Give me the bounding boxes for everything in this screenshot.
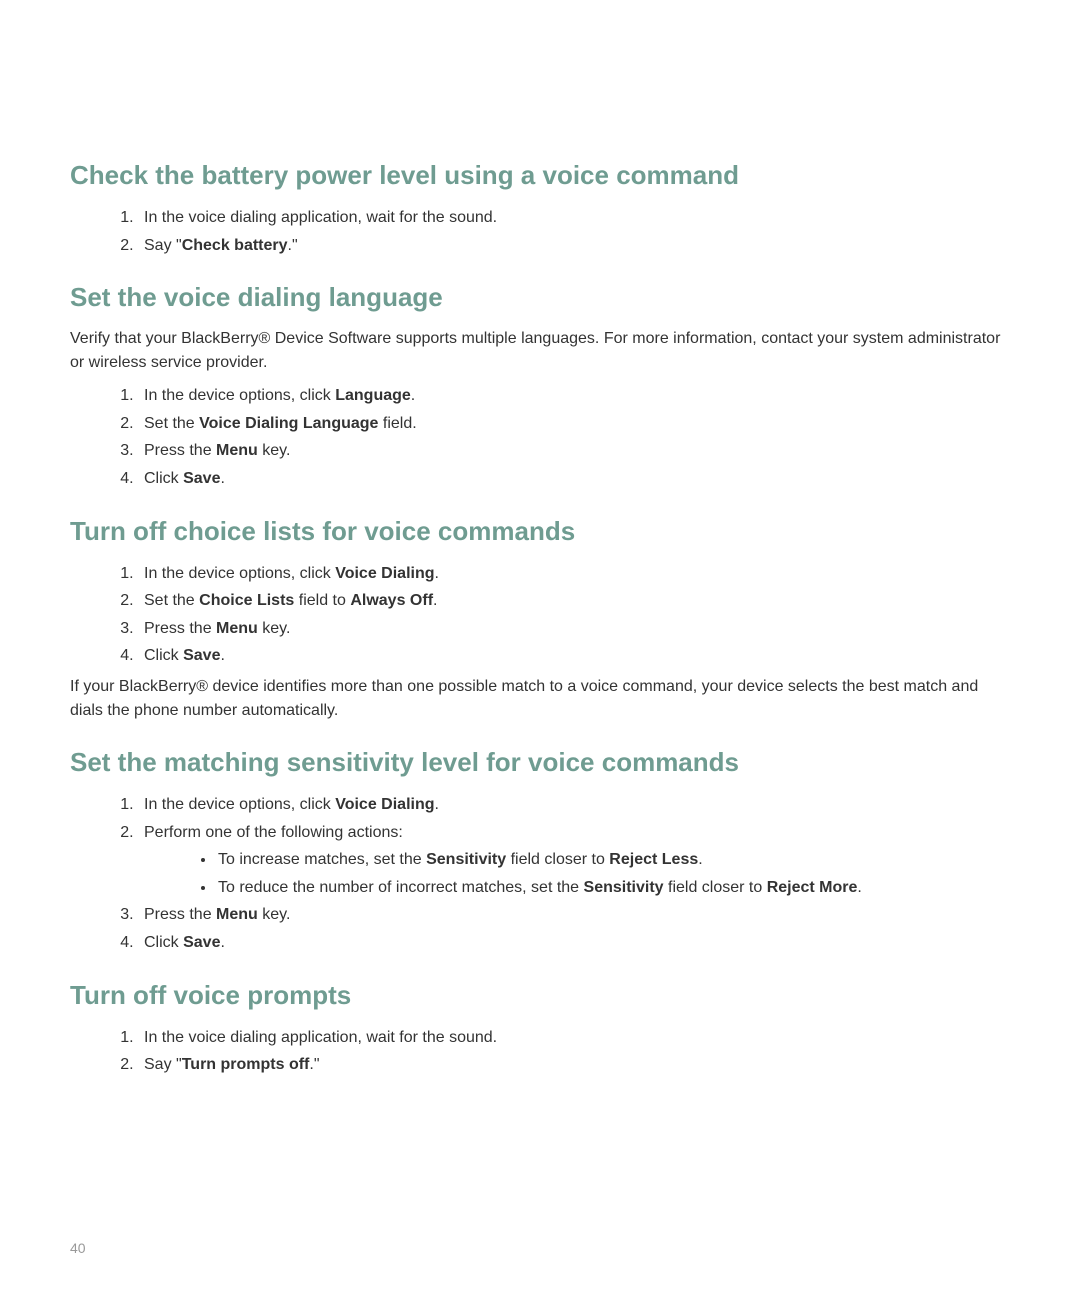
list-item: In the device options, click Language. [138,383,1010,409]
list-item: Say "Check battery." [138,233,1010,259]
ordered-list: In the voice dialing application, wait f… [70,205,1010,258]
ordered-list: In the voice dialing application, wait f… [70,1025,1010,1078]
list-item: Click Save. [138,643,1010,669]
list-item: Click Save. [138,930,1010,956]
section-heading: Turn off voice prompts [70,980,1010,1011]
list-item: In the voice dialing application, wait f… [138,205,1010,231]
list-item: In the voice dialing application, wait f… [138,1025,1010,1051]
ordered-list: In the device options, click Language. S… [70,383,1010,491]
section-heading: Set the voice dialing language [70,282,1010,313]
section-heading: Check the battery power level using a vo… [70,160,1010,191]
ordered-list: In the device options, click Voice Diali… [70,792,1010,956]
paragraph: If your BlackBerry® device identifies mo… [70,675,1010,723]
list-item: Set the Choice Lists field to Always Off… [138,588,1010,614]
list-item: Press the Menu key. [138,438,1010,464]
page-number: 40 [70,1240,86,1256]
list-item: Press the Menu key. [138,902,1010,928]
list-item: In the device options, click Voice Diali… [138,792,1010,818]
ordered-list: In the device options, click Voice Diali… [70,561,1010,669]
list-item: Perform one of the following actions: To… [138,820,1010,901]
list-item: To increase matches, set the Sensitivity… [216,847,1010,873]
list-item: In the device options, click Voice Diali… [138,561,1010,587]
list-item: Click Save. [138,466,1010,492]
list-item: Say "Turn prompts off." [138,1052,1010,1078]
list-item: To reduce the number of incorrect matche… [216,875,1010,901]
section-heading: Turn off choice lists for voice commands [70,516,1010,547]
list-item: Set the Voice Dialing Language field. [138,411,1010,437]
bullet-list: To increase matches, set the Sensitivity… [144,847,1010,900]
list-item: Press the Menu key. [138,616,1010,642]
paragraph: Verify that your BlackBerry® Device Soft… [70,327,1010,375]
section-heading: Set the matching sensitivity level for v… [70,747,1010,778]
